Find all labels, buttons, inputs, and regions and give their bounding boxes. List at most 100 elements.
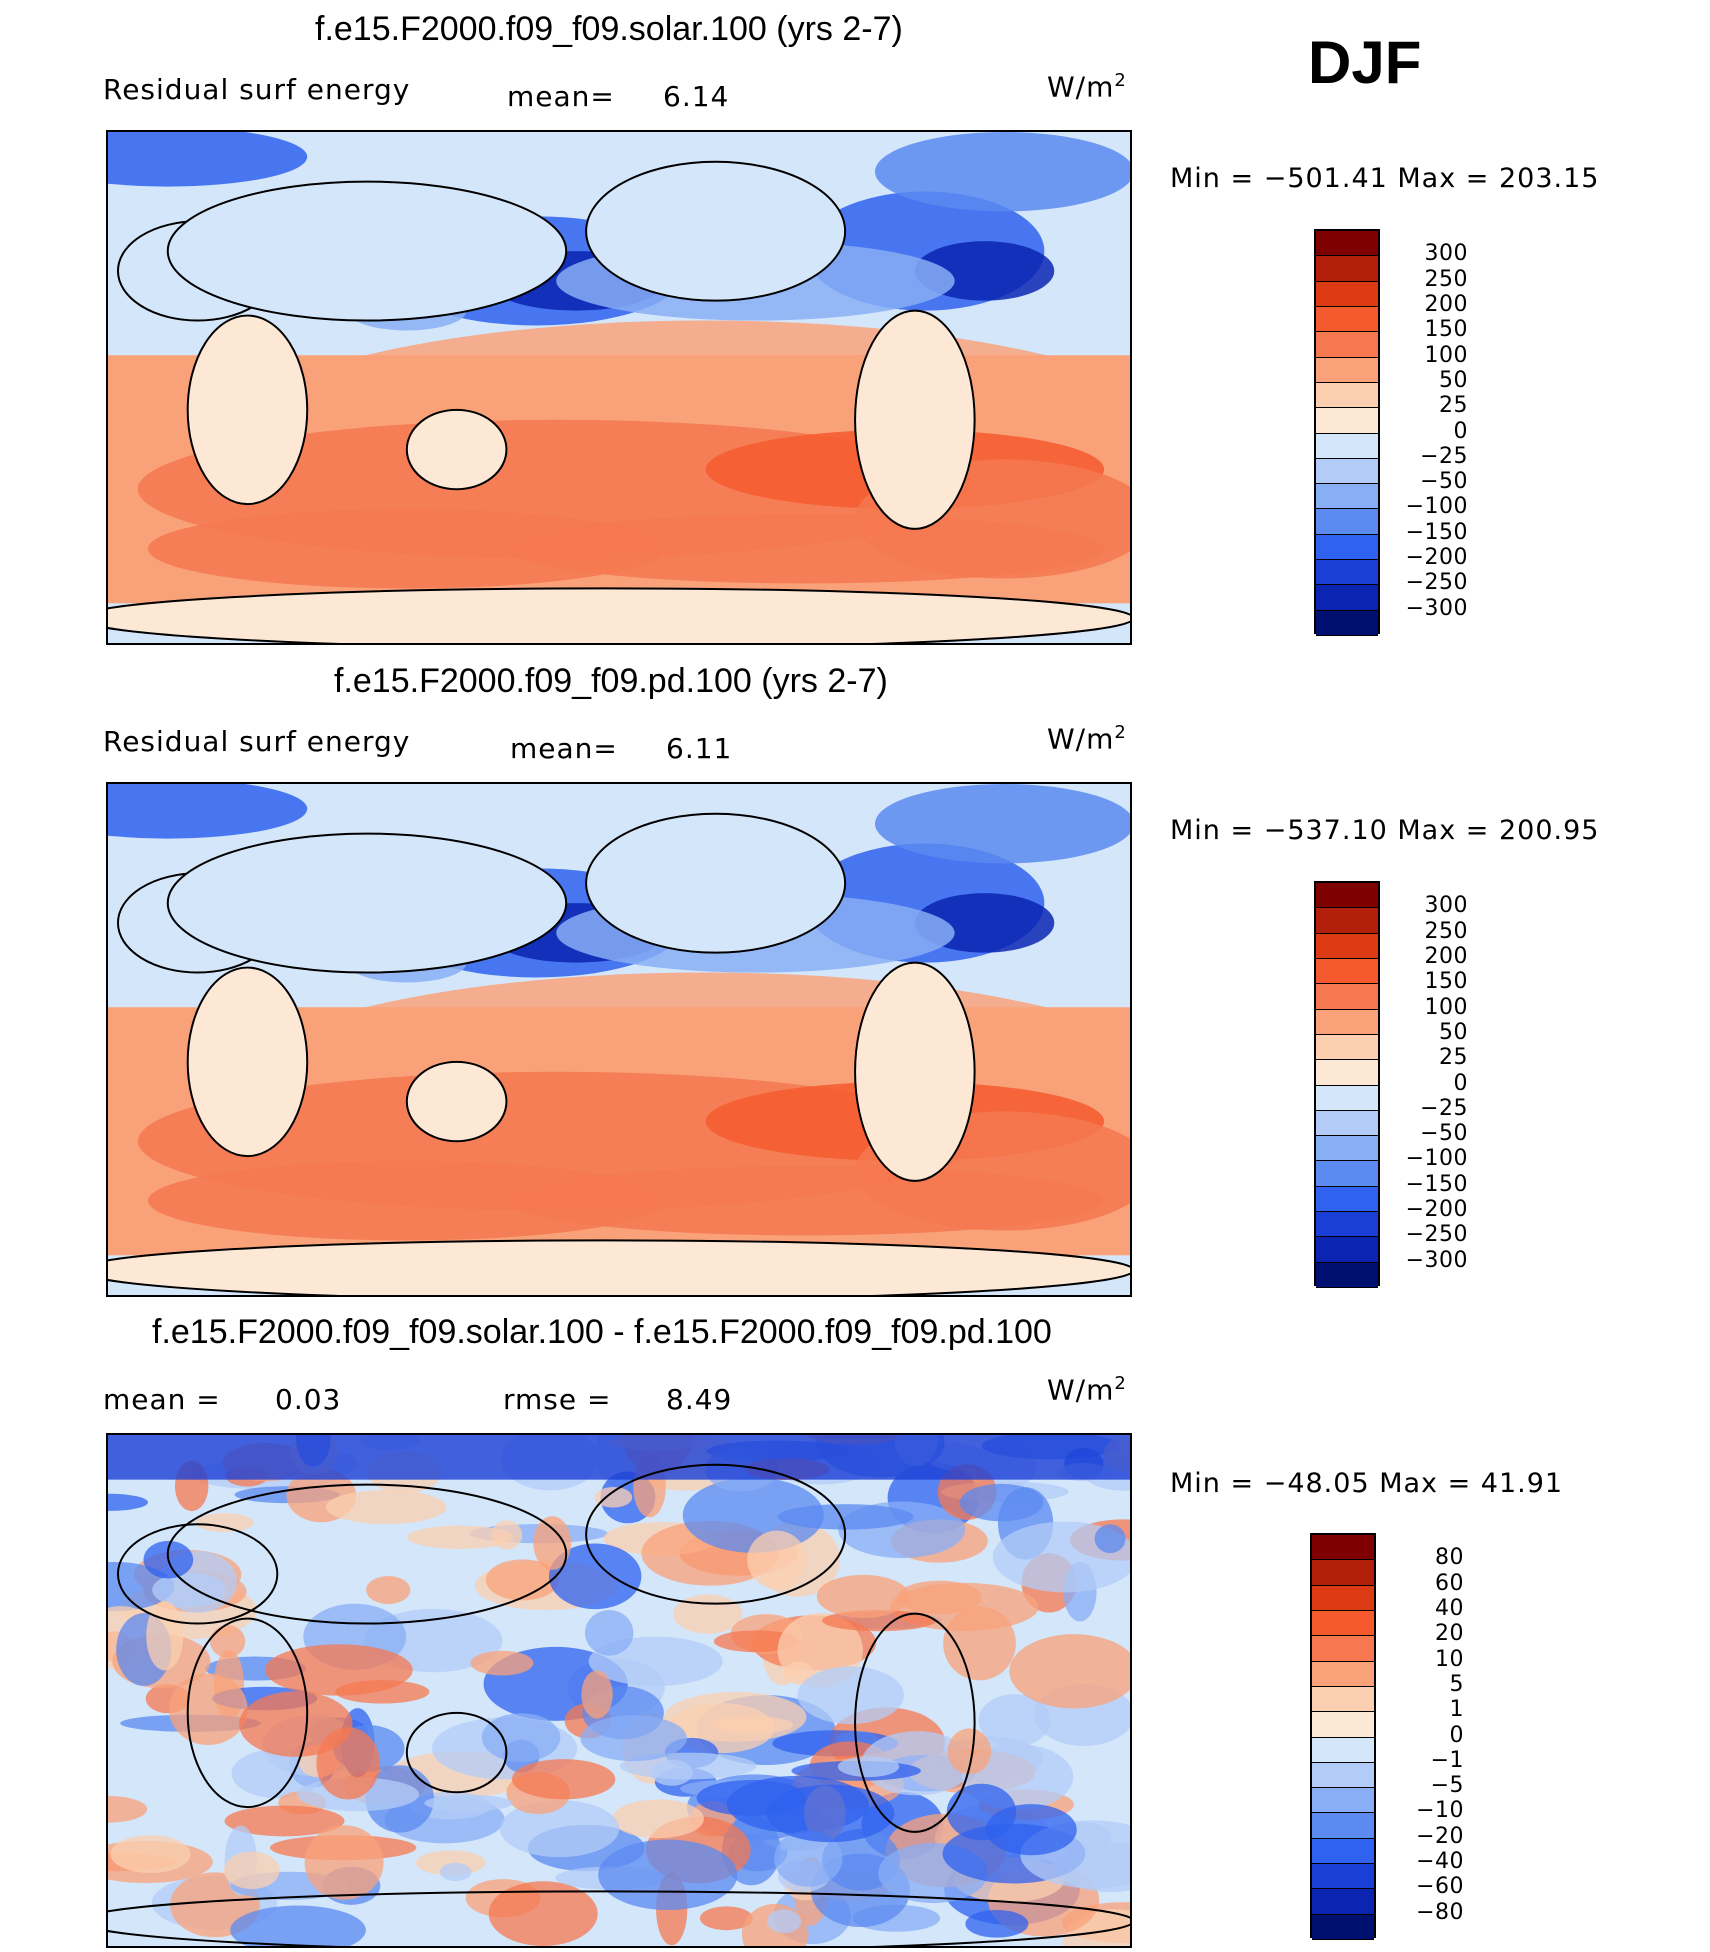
colorbar-tick-label: −25 xyxy=(1420,443,1468,469)
colorbar-swatch xyxy=(1312,1610,1374,1637)
continent-outline xyxy=(854,961,976,1182)
contour-region xyxy=(108,132,308,187)
colorbar-tick-label: −50 xyxy=(1420,469,1468,495)
colorbar-swatch xyxy=(1316,908,1378,934)
colorbar-swatch xyxy=(1312,1686,1374,1713)
contour-region xyxy=(108,1493,149,1511)
colorbar-swatch xyxy=(1316,433,1378,459)
colorbar-tick-label: 100 xyxy=(1424,342,1468,368)
contour-region xyxy=(710,1716,794,1734)
colorbar-swatch xyxy=(1316,509,1378,535)
contour-region xyxy=(619,1752,757,1780)
contour-region xyxy=(875,132,1130,212)
contour-region xyxy=(1009,1634,1130,1709)
colorbar-swatch xyxy=(1312,1788,1374,1814)
colorbar-tick-label: −80 xyxy=(1416,1899,1464,1925)
continent-outline xyxy=(186,314,309,506)
colorbar-tick-label: 50 xyxy=(1439,367,1468,393)
colorbar-tick-label: −100 xyxy=(1405,494,1468,520)
contour-region xyxy=(985,1804,1077,1856)
colorbar-swatch xyxy=(1316,1161,1378,1187)
panel-3-units: W/m2 xyxy=(1047,1373,1127,1407)
colorbar-swatch xyxy=(1316,231,1378,257)
panel-3-map xyxy=(106,1433,1132,1948)
contour-region xyxy=(265,1644,413,1696)
contour-region xyxy=(699,1906,753,1931)
continent-outline xyxy=(405,408,508,491)
colorbar-tick-label: 50 xyxy=(1439,1019,1468,1045)
colorbar-tick-label: 100 xyxy=(1424,994,1468,1020)
colorbar-tick-label: 300 xyxy=(1424,893,1468,919)
colorbar-tick-label: −300 xyxy=(1405,1247,1468,1273)
colorbar-swatch xyxy=(1316,357,1378,383)
contour-region xyxy=(837,1756,900,1778)
contour-region xyxy=(439,1862,472,1882)
colorbar-swatch xyxy=(1316,306,1378,333)
colorbar-tick-label: −40 xyxy=(1416,1849,1464,1875)
colorbar-swatch xyxy=(1316,1136,1378,1162)
contour-region xyxy=(108,784,308,839)
colorbar-swatch xyxy=(1312,1661,1374,1687)
colorbar-tick-label: 20 xyxy=(1435,1621,1464,1647)
continent-outline xyxy=(186,1617,309,1809)
continent-outline xyxy=(585,1463,847,1605)
colorbar-tick-label: 150 xyxy=(1424,969,1468,995)
contour-region xyxy=(816,1574,910,1618)
contour-region xyxy=(959,1483,1044,1522)
colorbar-tick-label: 250 xyxy=(1424,918,1468,944)
continent-outline xyxy=(585,160,847,302)
contour-region xyxy=(481,1713,561,1762)
panel-1-title: f.e15.F2000.f09_f09.solar.100 (yrs 2-7) xyxy=(315,10,903,48)
season-label: DJF xyxy=(1308,29,1422,96)
colorbar-tick-label: 40 xyxy=(1435,1595,1464,1621)
colorbar-tick-label: 1 xyxy=(1449,1697,1464,1723)
panel-2-units: W/m2 xyxy=(1047,722,1127,756)
colorbar-swatch xyxy=(1316,1009,1378,1035)
colorbar-tick-label: 25 xyxy=(1439,393,1468,419)
continent-outline xyxy=(405,1060,508,1143)
colorbar-swatch xyxy=(1316,610,1378,636)
contour-region xyxy=(947,1728,992,1775)
contour-region xyxy=(147,1161,666,1241)
panel-2-title: f.e15.F2000.f09_f09.pd.100 (yrs 2-7) xyxy=(334,662,888,700)
contour-region xyxy=(210,1625,246,1658)
colorbar-tick-label: −100 xyxy=(1405,1146,1468,1172)
colorbar-tick-label: 80 xyxy=(1435,1545,1464,1571)
colorbar-swatch xyxy=(1316,458,1378,485)
contour-region xyxy=(580,1715,687,1762)
contour-region xyxy=(224,1805,345,1837)
panel-1-units: W/m2 xyxy=(1047,70,1127,104)
colorbar-swatch xyxy=(1316,560,1378,586)
contour-region xyxy=(108,1435,1130,1480)
colorbar-tick-label: −200 xyxy=(1405,1197,1468,1223)
map-field xyxy=(108,784,1130,1295)
panel-1-mean-value: 6.14 xyxy=(663,80,730,113)
colorbar-swatch xyxy=(1316,883,1378,909)
continent-outline xyxy=(108,1890,1130,1946)
contour-region xyxy=(548,1543,642,1610)
colorbar-tick-label: −200 xyxy=(1405,545,1468,571)
contour-region xyxy=(581,1670,613,1719)
colorbar-swatch xyxy=(1312,1813,1374,1839)
continent-outline xyxy=(166,832,568,974)
contour-region xyxy=(147,509,666,589)
contour-region xyxy=(713,1630,799,1653)
colorbar-swatch xyxy=(1312,1560,1374,1586)
panel-3-rmse-value: 8.49 xyxy=(666,1383,733,1416)
panel-2-mean-value: 6.11 xyxy=(666,732,733,765)
contour-region xyxy=(533,1516,572,1570)
colorbar-swatch xyxy=(1312,1636,1374,1662)
contour-region xyxy=(424,1794,513,1812)
contour-region xyxy=(488,1881,598,1946)
continent-outline xyxy=(585,812,847,954)
colorbar-swatch xyxy=(1312,1889,1374,1915)
colorbar-tick-label: 0 xyxy=(1449,1722,1464,1748)
colorbar-swatch xyxy=(1316,484,1378,510)
contour-region xyxy=(325,1490,447,1525)
contour-region xyxy=(470,1650,534,1676)
colorbar-swatch xyxy=(1316,281,1378,307)
contour-region xyxy=(366,1576,411,1605)
colorbar-swatch xyxy=(1312,1737,1374,1763)
contour-region xyxy=(168,1673,248,1746)
colorbar-swatch xyxy=(1312,1864,1374,1890)
